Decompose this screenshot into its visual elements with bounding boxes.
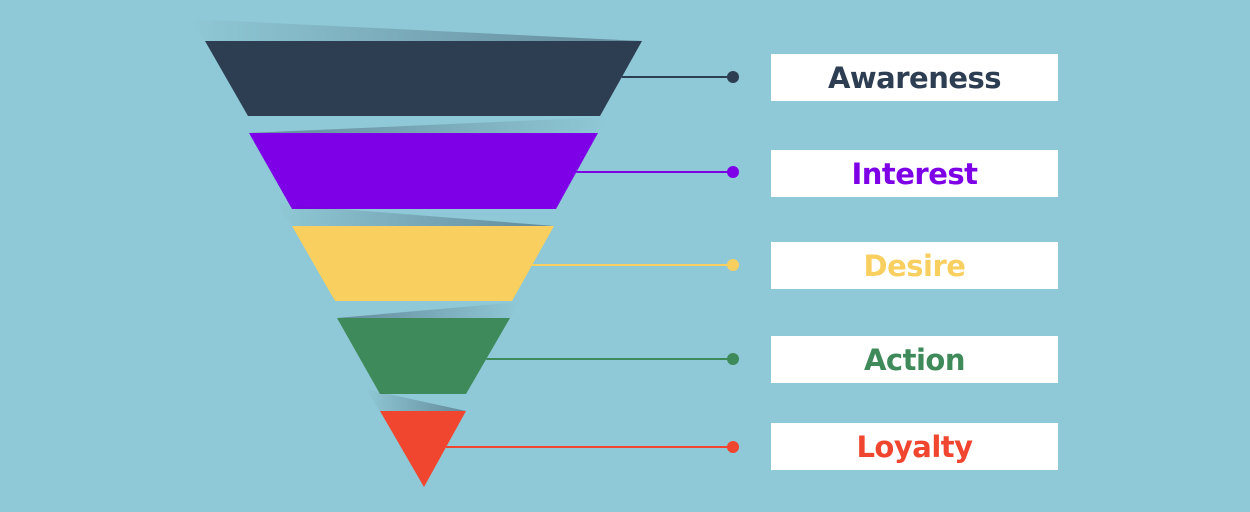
funnel-segment-awareness	[205, 41, 642, 116]
segment-shadow	[365, 389, 466, 411]
connector-dot	[727, 259, 739, 271]
stage-label-desire: Desire	[771, 242, 1058, 289]
funnel-segment-loyalty	[380, 411, 466, 487]
funnel-segment-desire	[292, 226, 554, 301]
segment-shadow	[277, 204, 554, 226]
connector-dot	[727, 441, 739, 453]
segment-shadow	[337, 302, 520, 318]
funnel-segment-interest	[249, 133, 598, 209]
stage-label-interest: Interest	[771, 150, 1058, 197]
connector-dot	[727, 71, 739, 83]
connector-dot	[727, 353, 739, 365]
stage-label-action: Action	[771, 336, 1058, 383]
stage-label-awareness: Awareness	[771, 54, 1058, 101]
stage-label-loyalty: Loyalty	[771, 423, 1058, 470]
funnel-segment-action	[337, 318, 510, 394]
segment-shadow	[190, 19, 642, 41]
segment-shadow	[249, 117, 608, 133]
connector-dot	[727, 166, 739, 178]
